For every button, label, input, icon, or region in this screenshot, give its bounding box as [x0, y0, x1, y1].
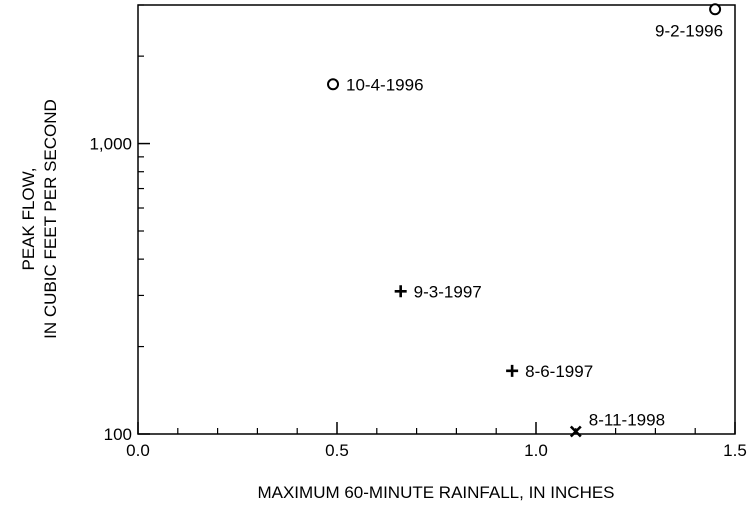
x-tick-label: 0.0 [126, 441, 150, 460]
y-axis-label-line-2: IN CUBIC FEET PER SECOND [41, 99, 60, 339]
data-point-plus [394, 285, 407, 298]
x-tick-label: 0.5 [325, 441, 349, 460]
plot-frame [137, 4, 736, 435]
data-point-circle [327, 78, 340, 91]
x-axis-label: MAXIMUM 60-MINUTE RAINFALL, IN INCHES [257, 483, 614, 502]
data-point-plus [506, 364, 519, 377]
y-tick-label: 100 [104, 425, 132, 444]
x-axis-ticks: 0.0 0.5 1.0 1.5 [126, 422, 747, 460]
x-tick-label: 1.5 [723, 441, 747, 460]
data-point-cross [569, 425, 582, 438]
data-point-label: 9-3-1997 [414, 282, 482, 301]
y-axis-label-line-1: PEAK FLOW, [19, 168, 38, 271]
data-point-label: 9-2-1996 [655, 21, 723, 40]
data-point-label: 10-4-1996 [346, 75, 424, 94]
data-points: 9-2-1996 10-4-1996 9-3-1997 8-6-1997 8-11-19… [327, 3, 723, 438]
x-tick-label: 1.0 [524, 441, 548, 460]
data-point-circle [709, 3, 722, 16]
data-point-label: 8-11-1998 [589, 411, 665, 430]
data-point-label: 8-6-1997 [525, 362, 593, 381]
y-axis-ticks: 100 1,000 [89, 4, 150, 444]
y-tick-label: 1,000 [89, 135, 132, 154]
